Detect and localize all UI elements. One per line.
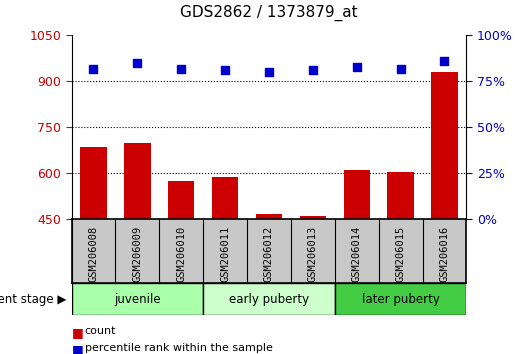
Point [177,66,186,72]
Point [308,68,317,73]
Text: ■: ■ [72,343,83,354]
Point [133,60,142,66]
Bar [256,214,282,354]
Text: development stage ▶: development stage ▶ [0,293,66,306]
Text: GSM206013: GSM206013 [308,226,318,282]
Text: GSM206009: GSM206009 [132,226,143,282]
Bar [299,216,326,354]
Bar [72,283,203,315]
Text: GSM206016: GSM206016 [439,226,449,282]
Text: GSM206014: GSM206014 [352,226,361,282]
Text: later puberty: later puberty [361,293,439,306]
Bar [203,283,335,315]
Text: percentile rank within the sample: percentile rank within the sample [85,343,272,353]
Text: GSM206011: GSM206011 [220,226,230,282]
Bar [212,177,238,354]
Bar [343,170,370,354]
Point [264,69,273,75]
Bar [124,143,151,354]
Bar [168,181,195,354]
Point [221,68,229,73]
Text: GDS2862 / 1373879_at: GDS2862 / 1373879_at [180,5,358,21]
Point [440,58,449,64]
Text: GSM206012: GSM206012 [264,226,274,282]
Bar [431,72,457,354]
Text: count: count [85,326,116,336]
Bar [335,283,466,315]
Bar [387,172,414,354]
Point [396,66,405,72]
Bar [81,147,107,354]
Text: GSM206015: GSM206015 [395,226,405,282]
Text: ■: ■ [72,326,83,339]
Text: GSM206010: GSM206010 [176,226,186,282]
Text: early puberty: early puberty [229,293,309,306]
Point [89,66,98,72]
Point [352,64,361,69]
Text: GSM206008: GSM206008 [89,226,99,282]
Text: juvenile: juvenile [114,293,161,306]
